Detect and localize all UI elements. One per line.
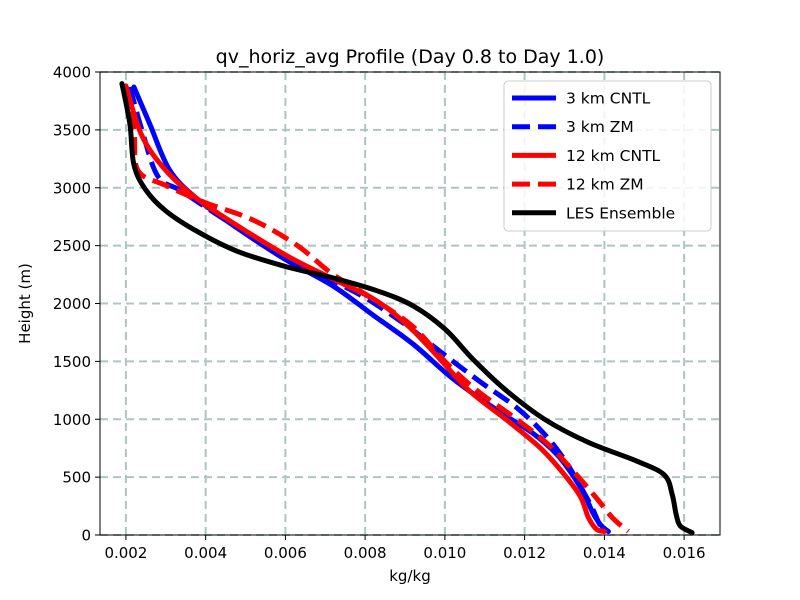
series-line: [123, 83, 607, 534]
series-line: [119, 81, 695, 536]
legend: 3 km CNTL 3 km ZM 12 km CNTL 12 km ZM LES En…: [503, 80, 712, 232]
y-tick-label: 2000: [53, 295, 91, 313]
chart-title: qv_horiz_avg Profile (Day 0.8 to Day 1.0…: [216, 46, 605, 68]
y-tick-label: 0: [81, 527, 91, 545]
series-line: [123, 85, 630, 534]
x-tick-label: 0.004: [184, 544, 227, 562]
legend-entry-label: 12 km CNTL: [566, 147, 661, 165]
x-tick-label: 0.014: [583, 544, 626, 562]
y-tick-label: 1500: [53, 353, 91, 371]
legend-box: [503, 80, 712, 232]
y-tick-label: 3000: [53, 179, 91, 197]
x-tick-label: 0.016: [663, 544, 706, 562]
x-axis-label: kg/kg: [389, 567, 430, 585]
y-tick-label: 3500: [53, 121, 91, 139]
y-tick-label: 4000: [53, 64, 91, 82]
x-tick-label: 0.010: [423, 544, 466, 562]
series-layer: [119, 81, 695, 536]
legend-entry-label: LES Ensemble: [566, 204, 675, 222]
x-tick-label: 0.008: [344, 544, 387, 562]
y-tick-label: 1000: [53, 411, 91, 429]
x-tick-label: 0.006: [264, 544, 307, 562]
y-tick-label: 500: [62, 469, 91, 487]
y-axis: 0 500 1000 1500 2000 2500 3000 3500 4000: [53, 64, 100, 545]
y-axis-label: Height (m): [16, 263, 34, 344]
legend-entry-label: 3 km ZM: [566, 118, 634, 136]
y-tick-label: 2500: [53, 237, 91, 255]
legend-entry-label: 12 km ZM: [566, 176, 644, 194]
x-tick-label: 0.012: [503, 544, 546, 562]
x-axis: 0.002 0.004 0.006 0.008 0.010 0.012 0.014 0.016: [104, 535, 706, 562]
x-tick-label: 0.002: [104, 544, 147, 562]
legend-entry-label: 3 km CNTL: [566, 90, 651, 108]
